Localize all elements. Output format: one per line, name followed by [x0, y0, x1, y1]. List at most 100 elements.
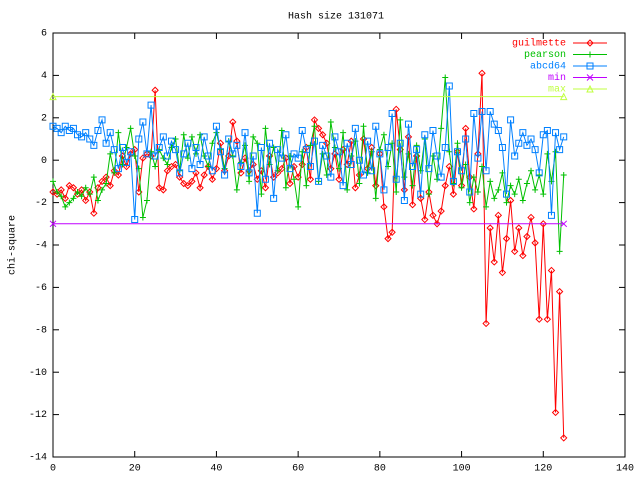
point	[106, 129, 114, 137]
point	[74, 131, 82, 139]
point	[98, 177, 106, 186]
point	[507, 116, 515, 124]
point	[511, 191, 518, 198]
x-tick-label: 40	[210, 464, 222, 475]
point	[560, 133, 568, 141]
point	[298, 127, 306, 135]
point	[560, 434, 568, 442]
point	[372, 181, 380, 190]
point	[486, 224, 494, 232]
point	[351, 184, 360, 192]
point	[482, 319, 490, 328]
point	[437, 173, 445, 181]
point	[106, 181, 114, 190]
y-tick-label: 0	[41, 156, 47, 167]
series-line	[52, 85, 565, 220]
point	[180, 179, 188, 188]
point	[209, 140, 216, 147]
point	[241, 129, 249, 137]
point	[453, 148, 461, 156]
point	[535, 315, 543, 323]
point	[421, 215, 429, 224]
legend-marker	[586, 74, 594, 81]
legend-marker	[586, 39, 594, 47]
y-tick-label: 4	[41, 71, 47, 82]
point	[429, 127, 437, 135]
point	[437, 207, 445, 215]
point	[147, 101, 155, 109]
point	[306, 163, 314, 171]
point	[408, 201, 417, 209]
point	[303, 182, 310, 189]
point	[318, 131, 327, 139]
point	[466, 188, 474, 196]
point	[335, 175, 343, 183]
point	[470, 174, 477, 181]
point	[131, 216, 139, 224]
y-tick-label: -8	[35, 325, 47, 336]
point	[99, 186, 106, 193]
point	[474, 189, 481, 195]
y-tick-label: -6	[35, 283, 47, 294]
point	[355, 156, 363, 164]
point	[54, 189, 61, 195]
point	[536, 172, 543, 179]
point	[323, 172, 330, 179]
point	[262, 125, 269, 132]
point	[103, 180, 110, 187]
point	[221, 171, 229, 179]
point	[498, 268, 507, 277]
point	[302, 146, 310, 154]
point	[482, 167, 490, 175]
point	[102, 139, 110, 147]
legend-label: max	[548, 85, 566, 96]
point	[123, 158, 131, 166]
point	[339, 182, 347, 190]
point	[478, 107, 486, 115]
y-tick-label: -12	[29, 410, 47, 421]
point	[86, 191, 93, 198]
point	[233, 141, 241, 149]
legend-marker	[586, 62, 594, 70]
point	[115, 129, 122, 136]
point	[65, 181, 74, 190]
point	[217, 148, 225, 156]
point	[237, 163, 245, 171]
point	[127, 125, 134, 132]
x-tick-label: 0	[50, 464, 56, 475]
point	[139, 214, 146, 221]
point	[119, 161, 126, 168]
point	[421, 131, 429, 139]
point	[503, 199, 510, 206]
point	[310, 116, 319, 124]
point	[434, 176, 441, 183]
point	[233, 186, 240, 193]
point	[204, 152, 212, 160]
point	[306, 175, 315, 183]
point	[139, 118, 147, 126]
point	[442, 74, 449, 81]
legend-label: guilmette	[512, 38, 566, 50]
point	[205, 163, 212, 170]
point	[523, 232, 531, 241]
point	[449, 177, 457, 185]
point	[127, 148, 135, 156]
point	[49, 188, 57, 196]
point	[278, 164, 286, 173]
point	[319, 150, 326, 157]
point	[225, 135, 233, 143]
point	[380, 131, 387, 138]
point	[66, 199, 73, 206]
point	[519, 251, 527, 260]
point	[404, 120, 412, 128]
point	[118, 143, 126, 151]
point	[396, 139, 404, 147]
point	[438, 125, 445, 132]
point	[532, 186, 539, 193]
point	[417, 190, 425, 198]
point	[498, 143, 506, 151]
point	[307, 142, 314, 149]
legend-label: abcd64	[530, 61, 566, 73]
point	[519, 129, 527, 137]
y-axis-label: chi-square	[7, 215, 19, 275]
